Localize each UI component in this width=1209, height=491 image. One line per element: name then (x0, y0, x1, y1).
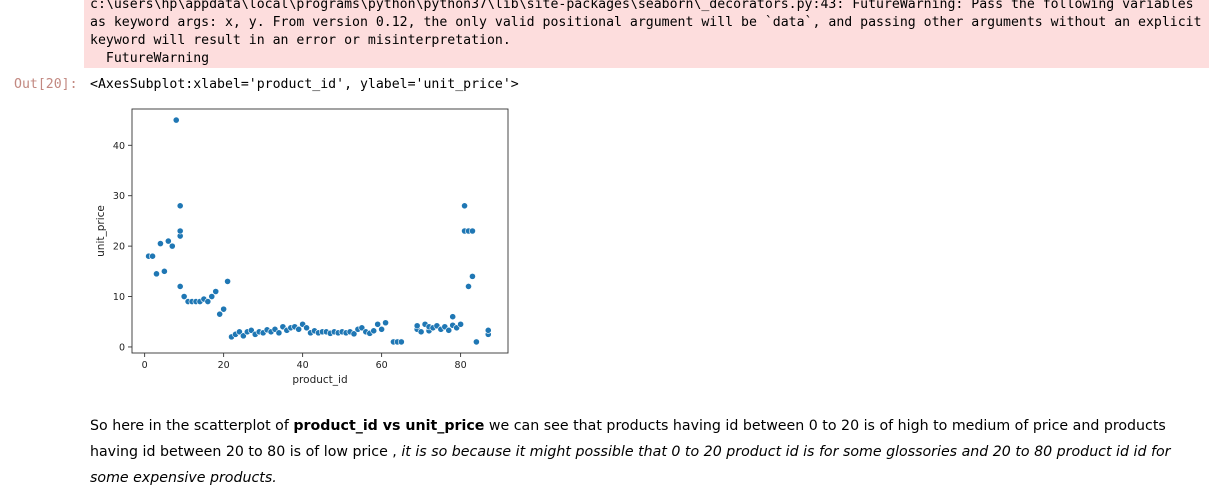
data-point (461, 202, 468, 210)
data-point (473, 338, 480, 346)
x-tick-label: 60 (376, 360, 388, 371)
data-point (358, 324, 366, 332)
y-tick-label: 30 (113, 191, 125, 202)
data-point (216, 310, 224, 318)
data-point (413, 322, 421, 330)
data-point (204, 298, 212, 305)
data-point (176, 202, 184, 210)
y-tick-label: 20 (113, 242, 125, 253)
data-point (370, 327, 378, 335)
data-point (457, 320, 465, 328)
data-point (469, 227, 476, 235)
warning-line: as keyword args: x, y. From version 0.12… (90, 15, 1202, 30)
data-point (149, 252, 156, 260)
data-point (180, 293, 188, 300)
x-tick-label: 20 (218, 360, 230, 371)
y-tick-label: 40 (113, 141, 125, 152)
data-point (224, 278, 231, 285)
data-point (153, 270, 160, 278)
data-point (295, 325, 303, 333)
data-point (157, 240, 164, 248)
y-axis-label: unit_price (95, 205, 107, 257)
x-tick-label: 0 (142, 360, 148, 371)
data-point (236, 328, 243, 336)
data-point (176, 283, 184, 290)
data-point (247, 326, 255, 334)
data-point (469, 272, 476, 280)
scatter-plot: 0 20 40 60 80 0 10 20 30 40 product_id unit_price (95, 108, 509, 386)
data-point (374, 320, 382, 328)
data-point (275, 329, 283, 337)
output-prompt: Out[20]: (14, 77, 78, 92)
output-repr: <AxesSubplot:xlabel='product_id', ylabel… (90, 77, 519, 92)
markdown-cell: So here in the scatterplot of product_id… (90, 413, 1190, 491)
md-text: So here in the scatterplot of (90, 418, 294, 434)
data-point (176, 227, 184, 235)
x-axis-label: product_id (292, 374, 347, 386)
data-point (168, 242, 176, 250)
data-point (397, 338, 405, 346)
warning-line: FutureWarning (90, 51, 210, 66)
warning-line: c:\users\hp\appdata\local\programs\pytho… (90, 0, 1194, 12)
data-point (239, 332, 247, 340)
data-point (303, 324, 310, 332)
data-point (445, 326, 453, 334)
x-tick-label: 40 (297, 360, 309, 371)
data-point (449, 313, 457, 321)
x-tick-label: 80 (455, 360, 467, 371)
warning-line: keyword will result in an error or misin… (90, 33, 511, 48)
data-point (220, 305, 228, 313)
data-point (417, 328, 425, 336)
data-point (212, 288, 220, 295)
data-point (208, 293, 216, 300)
stderr-output: c:\users\hp\appdata\local\programs\pytho… (84, 0, 1209, 68)
data-point (160, 267, 168, 275)
data-point (484, 326, 492, 334)
data-point (465, 283, 472, 290)
data-point (172, 116, 180, 124)
data-point (164, 237, 172, 245)
data-point (378, 325, 386, 333)
y-tick-label: 0 (119, 342, 125, 353)
plot-frame (131, 108, 509, 354)
data-point (382, 319, 389, 327)
warning-text: c:\users\hp\appdata\local\programs\pytho… (90, 0, 1202, 68)
y-tick-label: 10 (113, 292, 125, 303)
md-text: we can see that products having id betwe… (90, 418, 1166, 460)
md-bold: product_id vs unit_price (293, 418, 485, 434)
data-point (350, 330, 358, 338)
